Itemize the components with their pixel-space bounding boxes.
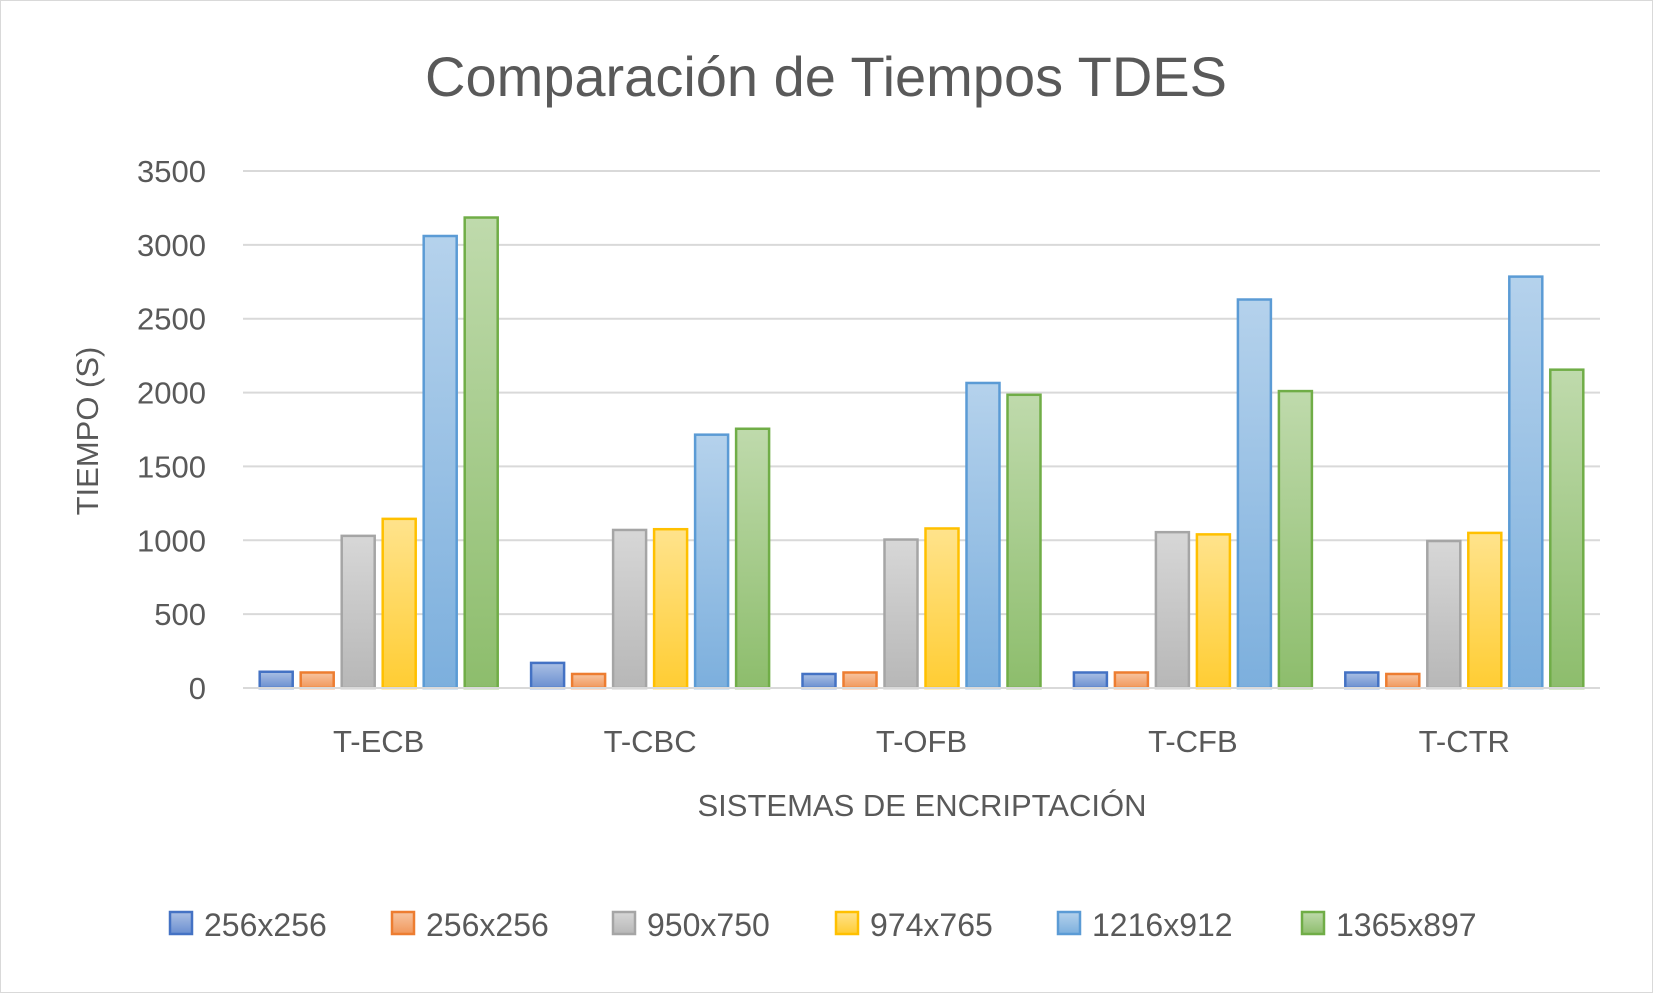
bar-t-ecb-950x750 [340,534,376,690]
x-tick-label: T-CTR [1419,724,1510,759]
legend-label: 1216x912 [1092,907,1233,943]
bar-t-cbc-256x256 [570,672,607,690]
x-tick-label: T-ECB [333,724,424,759]
legend-swatch [1056,910,1082,936]
bar-t-ofb-256x256 [801,672,837,690]
bar-t-cbc-1216x912 [693,433,730,690]
y-tick-label: 1000 [137,523,206,558]
bar-t-cfb-1365x897 [1277,389,1314,690]
bar-t-ofb-950x750 [883,538,919,690]
y-tick-label: 3500 [137,154,206,189]
y-axis-ticks: 0 500 1000 1500 2000 2500 3000 3500 [137,154,206,706]
bar-t-ofb-1216x912 [965,381,1001,690]
y-tick-label: 2500 [137,302,206,337]
bar-t-ctr-974x765 [1467,531,1503,690]
bar-t-ofb-1365x897 [1006,393,1042,690]
x-tick-label: T-CBC [604,724,697,759]
bar-t-ctr-1216x912 [1508,275,1544,690]
bar-t-ecb-256x256 [299,671,335,690]
bar-t-ctr-950x750 [1426,539,1462,690]
legend-item: 256x256 [390,907,549,943]
y-tick-label: 2000 [137,376,206,411]
legend: 256x256 256x256 950x750 974x765 1216x912 1365… [168,907,1477,943]
y-axis-title: TIEMPO (S) [70,347,105,516]
legend-label: 256x256 [204,907,327,943]
legend-label: 974x765 [870,907,993,943]
bar-t-ecb-974x765 [381,517,417,690]
legend-swatch [834,910,860,936]
y-tick-label: 500 [154,597,206,632]
x-axis-title: SISTEMAS DE ENCRIPTACIÓN [698,788,1147,823]
legend-label: 256x256 [426,907,549,943]
bar-t-ctr-1365x897 [1549,368,1585,690]
legend-swatch [611,910,637,936]
x-tick-label: T-CFB [1148,724,1238,759]
bar-t-ctr-256x256 [1344,671,1380,690]
legend-swatch [168,910,194,936]
legend-swatch [1300,910,1326,936]
bar-t-cfb-256x256 [1072,671,1109,690]
bar-t-cfb-1216x912 [1236,298,1273,690]
bar-t-cfb-950x750 [1154,530,1191,690]
bar-t-cbc-256x256 [529,661,566,690]
legend-label: 950x750 [647,907,770,943]
y-tick-label: 0 [189,671,206,706]
y-tick-label: 1500 [137,449,206,484]
legend-item: 950x750 [611,907,770,943]
y-tick-label: 3000 [137,228,206,263]
bar-t-cfb-256x256 [1113,671,1150,690]
bar-t-cbc-1365x897 [734,427,771,690]
legend-swatch [390,910,416,936]
bar-t-cbc-950x750 [611,528,648,690]
bar-t-ofb-256x256 [842,671,878,690]
bar-t-ctr-256x256 [1385,672,1421,690]
x-tick-label: T-OFB [876,724,967,759]
legend-item: 256x256 [168,907,327,943]
bar-t-ecb-256x256 [258,670,294,690]
chart-title: Comparación de Tiempos TDES [425,45,1227,108]
bar-t-cbc-974x765 [652,527,689,690]
legend-label: 1365x897 [1336,907,1477,943]
legend-item: 1365x897 [1300,907,1477,943]
bar-t-ofb-974x765 [924,527,960,690]
legend-item: 1216x912 [1056,907,1233,943]
bar-t-cfb-974x765 [1195,533,1232,690]
x-axis-ticks: T-ECB T-CBC T-OFB T-CFB T-CTR [333,724,1510,759]
bars [243,216,1600,690]
bar-t-ecb-1365x897 [463,216,499,690]
bar-t-ecb-1216x912 [422,234,458,690]
legend-item: 974x765 [834,907,993,943]
